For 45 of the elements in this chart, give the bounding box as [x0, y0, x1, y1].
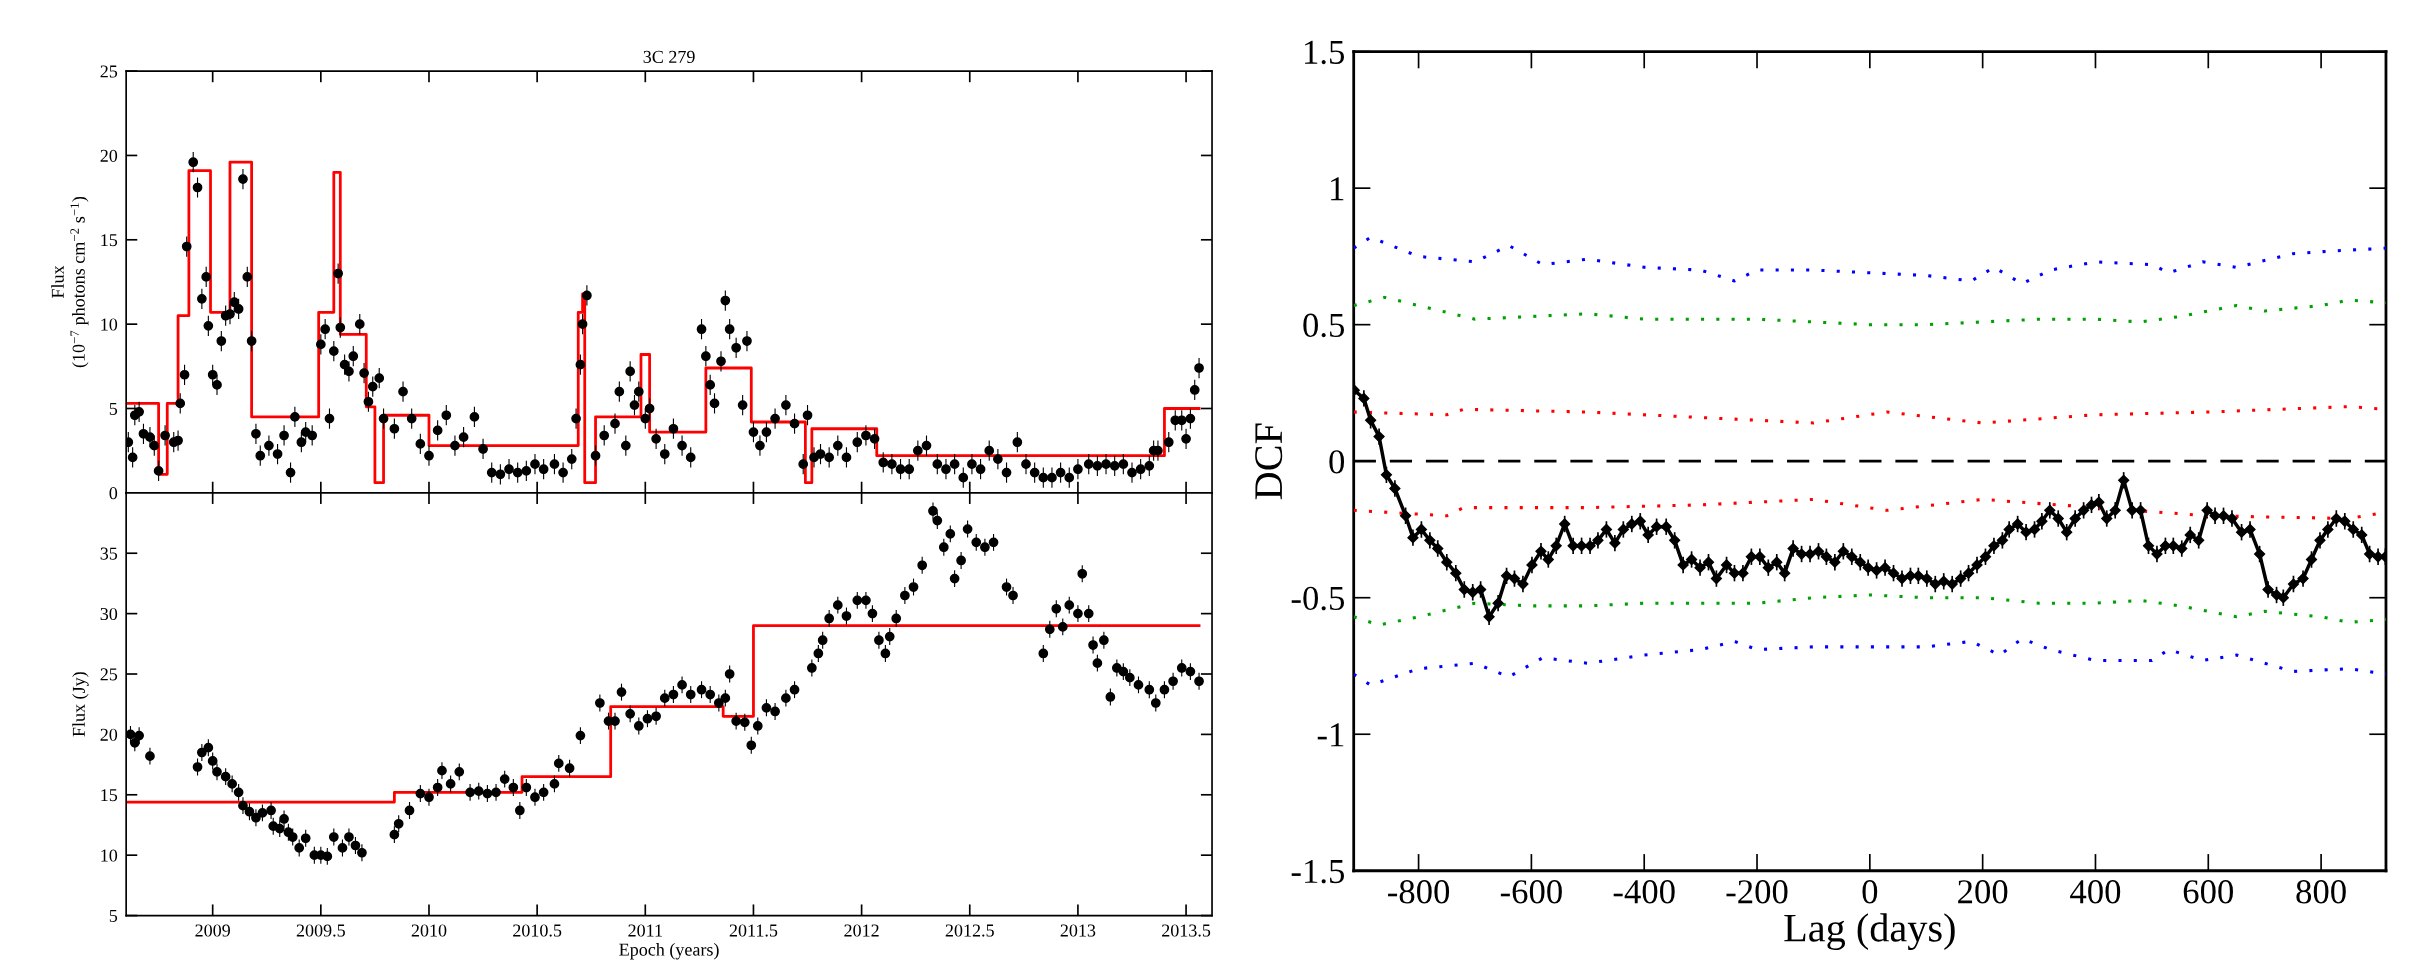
x-tick-label: -400 — [1613, 880, 1675, 904]
x-tick-label: -200 — [1726, 880, 1788, 904]
y-tick-label: 25 — [100, 668, 118, 681]
y-tick-label: 20 — [100, 728, 118, 741]
x-tick-label: 2013 — [1060, 924, 1096, 937]
y-tick-label: -1.5 — [1291, 859, 1345, 884]
x-tick-label: 200 — [1958, 880, 2008, 904]
x-axis-title: Epoch (years) — [619, 943, 719, 960]
x-tick-label: -800 — [1388, 880, 1450, 904]
y-axis-title: Flux (Jy) — [72, 672, 89, 737]
y-tick-label: 10 — [101, 318, 118, 331]
x-tick-label: 2009 — [195, 924, 230, 937]
x-tick-label: -600 — [1500, 880, 1562, 904]
x-tick-label: 2009.5 — [296, 924, 345, 937]
x-tick-label: 800 — [2296, 880, 2346, 904]
y-tick-label: 30 — [100, 607, 118, 621]
x-tick-label: 0 — [1862, 880, 1878, 904]
y-axis-title: DCF — [1255, 423, 1283, 500]
y-tick-label: 5 — [109, 910, 118, 922]
y-tick-label: 35 — [100, 547, 118, 560]
y-tick-label: -0.5 — [1291, 586, 1345, 611]
x-tick-label: 2011.5 — [729, 924, 778, 937]
y-tick-label: 1.5 — [1305, 40, 1345, 65]
y-tick-label: -1 — [1317, 723, 1344, 747]
x-tick-label: 2010 — [411, 924, 447, 937]
x-tick-label: 2012.5 — [945, 924, 994, 937]
y-tick-label: 0 — [109, 487, 118, 500]
chart-title: 3C 279 — [643, 50, 695, 63]
x-tick-label: 2013.5 — [1162, 924, 1211, 937]
y-tick-label: 15 — [101, 789, 118, 802]
x-tick-label: 600 — [2183, 880, 2233, 904]
y-tick-label: 20 — [100, 149, 118, 162]
y-tick-label: 0 — [1329, 450, 1345, 474]
y-tick-label: 5 — [109, 402, 118, 415]
x-tick-label: 2012 — [844, 924, 879, 937]
x-tick-label: 400 — [2070, 880, 2121, 904]
y-tick-label: 10 — [101, 849, 118, 862]
y-tick-label: 15 — [101, 234, 118, 247]
y-tick-label: 0.5 — [1303, 313, 1345, 338]
x-tick-label: 2010.5 — [513, 924, 562, 937]
y-tick-label: 1 — [1331, 177, 1344, 201]
text: Flux (10$^{−7}$ photons cm$^{−2}$ s$^{−1}$) — [51, 196, 89, 368]
x-tick-label: 2011 — [628, 924, 662, 937]
x-axis-title: Lag (days) — [1784, 913, 1955, 950]
y-tick-label: 25 — [100, 65, 118, 78]
